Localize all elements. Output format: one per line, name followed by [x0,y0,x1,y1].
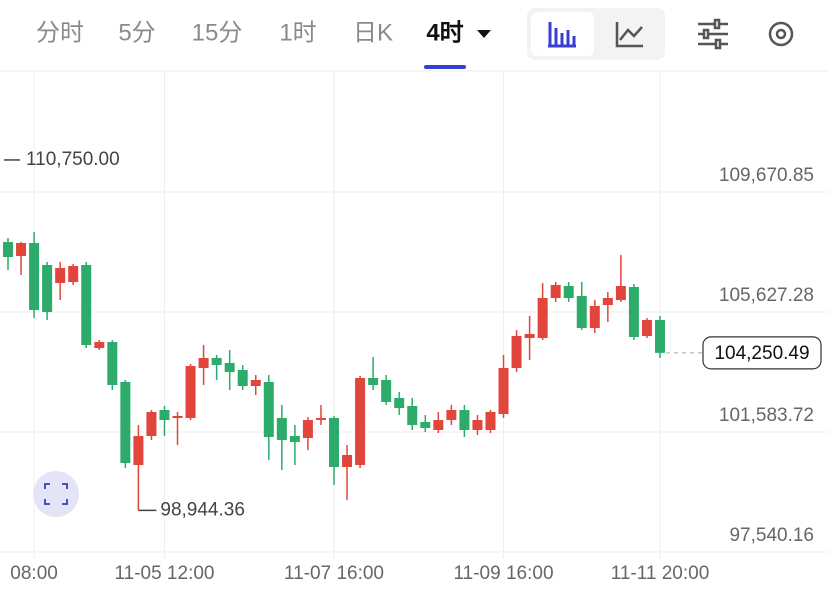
y-tick-label: 109,670.85 [719,165,814,186]
candle-body [628,286,639,337]
candle-body [589,305,600,328]
candle-body [511,335,522,369]
candle-body [407,405,418,425]
last-price-box [702,336,822,370]
last-price-label: 104,250.49 [714,343,809,364]
candle-body [355,378,366,465]
x-tick-label: 11-11 20:00 [611,563,710,584]
toolbar: 分时 5分 15分 1时 日K 4时 [0,8,828,72]
expand-button[interactable] [33,471,79,517]
candle-body [94,342,105,349]
candle-body [120,381,131,464]
settings-button[interactable] [768,21,794,47]
tab-underline [424,65,466,69]
candle-body [602,297,613,305]
candle-body [368,378,379,386]
x-tick-label: 08:00 [10,563,58,584]
candle-body [250,379,261,386]
candle-body [68,266,79,282]
candle-body [329,418,339,468]
candle-body [433,419,444,431]
candle-body [394,397,405,409]
line-style-button[interactable] [615,22,643,48]
candle-body [537,297,548,339]
plot: 97,540.16 101,583.72 105,627.28 109,670.85 0… [0,72,828,584]
tab[interactable]: 15分 [192,19,243,46]
candle-body [237,369,248,386]
candle-icon [548,22,576,48]
candle-body [16,243,27,257]
candle-body [42,264,53,313]
x-tick-label: 11-09 16:00 [454,563,554,584]
candle-body [472,419,483,431]
candle-body [211,358,222,366]
candle-body [342,454,353,468]
candle-body [276,418,287,440]
candle-body [107,342,118,386]
tab[interactable]: 4时 [426,19,463,46]
y-tick-label: 105,627.28 [719,285,814,306]
candle-body [459,409,470,431]
y-tick-label: 101,583.72 [719,405,814,426]
y-tick-label: 97,540.16 [729,525,814,546]
candle-body [302,419,313,438]
candle-body [146,411,157,436]
candle-body [315,418,326,420]
candle-body [81,264,92,346]
tab[interactable]: 分时 [36,19,84,46]
candle-body [381,379,392,402]
candle-body [498,368,509,415]
tab[interactable]: 5分 [118,19,155,46]
candle-body [159,409,170,420]
candle-body [133,435,144,465]
candle-body [485,411,496,431]
candle-body [172,415,183,419]
candle-body [263,381,274,437]
candle-body [655,319,665,353]
candle-body [224,362,235,373]
max-marker-label: 110,750.00 [26,149,120,170]
candle-body [289,435,300,442]
candle-body [524,333,535,339]
candle-body [563,286,574,298]
candle-body [615,286,626,300]
candle-body [446,409,457,420]
tab-caret [477,30,491,38]
candle-body [3,241,13,258]
candle-body [550,284,561,298]
candle-body [185,365,196,419]
min-marker-label: 98,944.36 [160,499,245,520]
candle-body [420,421,431,428]
candle-body [198,358,209,369]
tab[interactable]: 1时 [279,19,316,46]
candle-body [29,243,40,310]
x-tick-label: 11-05 12:00 [114,563,214,584]
candle-body [576,295,587,328]
tab[interactable]: 日K [353,19,393,46]
indicator-button[interactable] [698,18,728,50]
candle-body [641,319,652,336]
x-tick-label: 11-07 16:00 [284,563,384,584]
candle-body [55,267,66,284]
